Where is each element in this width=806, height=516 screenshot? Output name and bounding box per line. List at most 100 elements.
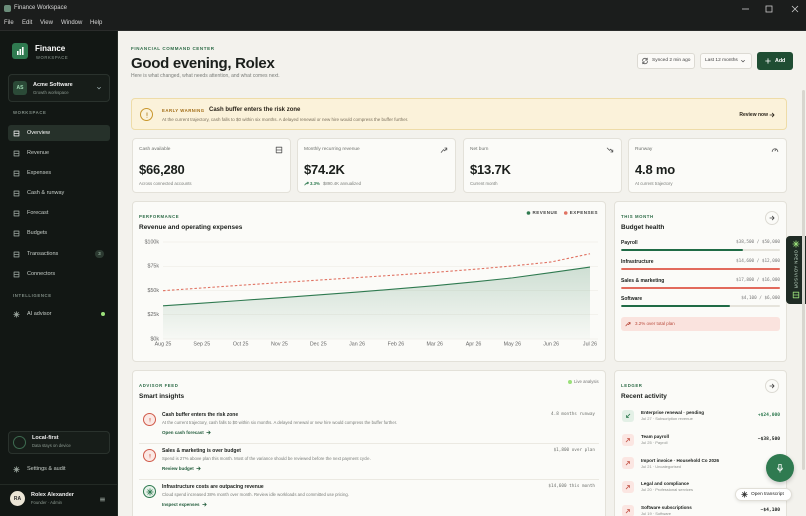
status-dot [101,312,105,316]
insight-action[interactable]: Inspect expenses [162,501,200,507]
range-chevron [741,60,745,63]
range-label: Last 12 months [705,58,738,64]
y-tick-label: $75k [148,264,160,270]
nav-hit[interactable] [8,205,110,221]
advisor-tab-icon-path [792,240,800,248]
transcript-icon-path [741,491,748,498]
budget-open-arrow-path [769,215,775,221]
menu-bar [0,17,806,31]
user-role: Founder · Admin [31,500,62,506]
activity-meta: Jul 21 · Uncategorised [641,463,682,469]
kpi-label: Net burn [470,147,489,153]
nav-hit[interactable] [8,266,110,282]
insight-action[interactable]: Open cash forecast [162,429,204,435]
nav-icon-path [13,230,20,236]
activity-eyebrow: LEDGER [621,383,643,389]
nav-section-label: WORKSPACE [13,110,47,116]
insight-action-arrow [196,466,201,471]
budget-name: Sales & marketing [621,278,665,284]
nav-icon [13,230,20,236]
menu-item[interactable]: Edit [22,20,33,27]
app-icon [4,5,11,12]
chart-title: Revenue and operating expenses [139,224,243,232]
budget-summary-text: 3.2% over total plan [635,321,675,327]
series-line [162,266,591,307]
nav-label: Connectors [27,270,56,277]
budget-track [621,267,780,271]
menu-item[interactable]: Help [90,20,103,27]
nav-section-label: INTELLIGENCE [13,293,52,299]
insight-action[interactable]: Review budget [162,465,194,471]
transcript-button[interactable] [735,488,792,501]
budget-open-arrow [769,215,775,221]
budget-summary-icon [625,322,631,327]
alert-action-arrow-path [769,112,775,118]
alert-action[interactable]: Review now [739,112,768,118]
activity-meta: Jul 19 · Software [641,510,672,516]
transcript-icon [741,491,748,498]
nav-icon [13,150,20,156]
local-title: Local-first [32,434,59,441]
nav-hit[interactable] [8,165,110,181]
logo-bar [19,49,22,55]
advisor-tab[interactable] [786,236,806,304]
kpi-value: $74.2K [304,162,345,178]
activity-icon-mark-path [626,413,631,418]
kpi-note: Current month [470,180,498,186]
budget-track [621,304,780,308]
user-menu-path [100,497,105,502]
menu-item[interactable]: File [4,20,14,27]
insight-body: Spend is 27% above plan this month. Most… [162,455,371,461]
kpi-icon-path [440,147,448,153]
insight-metric: 4.8 months runway [551,412,595,418]
brand-logo-glyph [17,47,24,55]
activity-icon-mark [625,485,630,490]
insights-eyebrow: ADVISOR FEED [139,383,179,389]
sync-button[interactable] [637,53,695,69]
settings-link[interactable]: Settings & audit [27,465,66,472]
range-chevron-path [741,60,745,63]
kpi-value: $13.7K [470,162,511,178]
nav-hit[interactable] [8,306,110,322]
advisor-tab-label: OPEN ADVISOR [793,250,799,290]
activity-icon-mark [625,437,630,442]
alert-eyebrow: EARLY WARNING [162,108,205,114]
kpi-card [132,138,291,193]
nav-hit[interactable] [8,225,110,241]
sidebar-divider [0,484,117,485]
kpi-delta: 3.3% [310,180,320,186]
legend-label: REVENUE [532,210,557,215]
nav-icon-path [13,130,20,136]
nav-label: Overview [27,129,50,136]
x-tick-label: Dec 25 [310,341,327,347]
org-plan: Growth workspace [33,90,69,96]
activity-open[interactable] [765,379,779,393]
series-line [162,253,591,292]
nav-icon-path [13,190,20,196]
kpi-card [463,138,622,193]
nav-icon [13,170,20,176]
insight-action-arrow-path [196,466,201,471]
scrollbar [802,90,805,470]
nav-label: Budgets [27,229,48,236]
maximize-button [765,5,773,13]
nav-hit[interactable] [8,125,110,141]
nav-icon [13,130,20,136]
menu-item[interactable]: View [40,20,53,27]
mic-button[interactable] [766,454,794,482]
chart: $0k $25k $50k $75k $100k Aug 25 Sep 25 Oct 25 No… [145,210,598,347]
kpi-icon-path [275,146,283,154]
kpi-note: $890.4K annualized [323,180,361,186]
user-menu [100,497,105,502]
y-tick-label: $0k [150,336,159,342]
mic-icon [777,464,783,473]
x-tick-label: Nov 25 [271,341,288,347]
add-button[interactable] [757,52,793,70]
budget-summary [621,317,780,331]
nav-hit[interactable] [8,145,110,161]
alert-icon-mark [146,111,147,118]
range-select[interactable] [700,53,752,69]
kpi-delta-icon-path [304,181,309,186]
budget-open[interactable] [765,211,779,225]
menu-item[interactable]: Window [61,20,83,27]
